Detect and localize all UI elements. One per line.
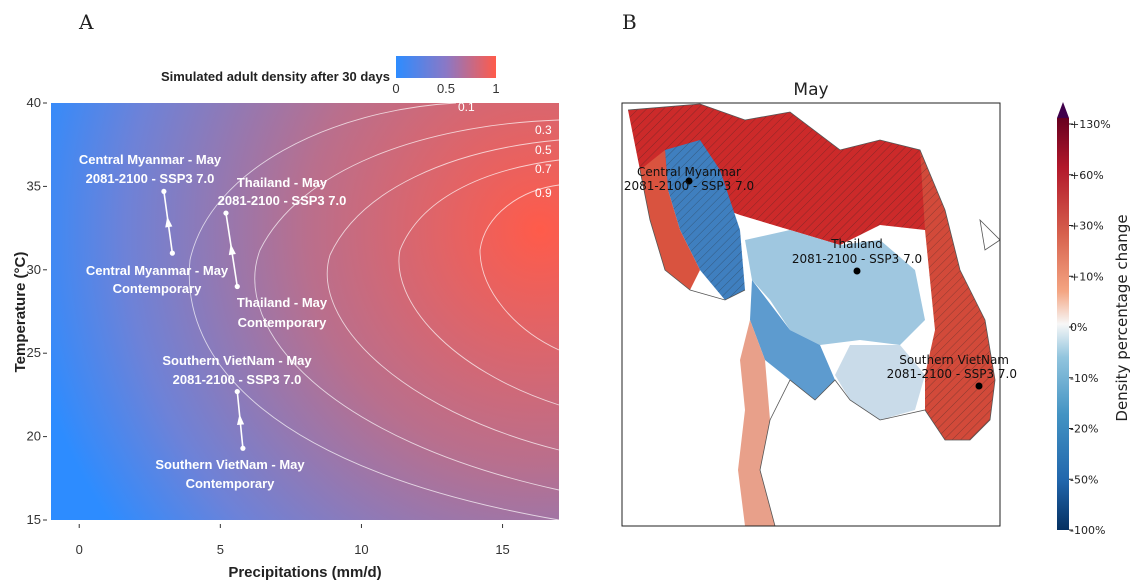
site-label-thailand-period: 2081-2100 - SSP3 7.0 — [792, 252, 922, 266]
annotation-thailand-future-period: 2081-2100 - SSP3 7.0 — [218, 193, 347, 208]
panel-b-map-title: May — [793, 80, 828, 100]
map-hatch-central-myanmar — [665, 140, 745, 300]
annotation-southern-vietnam-contemporary: Southern VietNam - May — [155, 457, 305, 472]
panel-a-letter: A — [78, 10, 94, 34]
panel-a-colorbar-tick: 0.5 — [437, 81, 455, 96]
trajectory-point-future — [234, 388, 240, 395]
site-label-central-myanmar-period: 2081-2100 - SSP3 7.0 — [624, 179, 754, 193]
x-tick-label: 10 — [354, 542, 368, 557]
site-label-southern-vietnam: Southern VietNam — [899, 353, 1009, 367]
panel-a-x-axis-title: Precipitations (mm/d) — [228, 564, 381, 580]
colorbar-b-tick-label: +130% — [1070, 118, 1111, 131]
panel-a-y-axis-title: Temperature (°C) — [12, 252, 29, 373]
site-marker-central-myanmar — [685, 177, 693, 185]
y-tick-label: 15 — [27, 512, 41, 527]
colorbar-b-tick-label: +10% — [1070, 270, 1104, 283]
site-marker-southern-vietnam — [975, 382, 983, 390]
panel-a-annotations: Central Myanmar - May 2081-2100 - SSP3 7… — [79, 152, 346, 491]
y-tick-label: 20 — [27, 429, 41, 444]
trajectory-point-future — [161, 188, 167, 195]
annotation-thailand-contemporary-period: Contemporary — [238, 315, 328, 330]
trajectory-point-future — [223, 210, 229, 216]
annotation-thailand-contemporary: Thailand - May — [237, 295, 328, 310]
map-region-cambodia — [835, 345, 925, 420]
y-tick-label: 35 — [27, 178, 41, 193]
panel-a-colorbar-title: Simulated adult density after 30 days — [161, 69, 390, 84]
panel-a-y-ticks: 15 20 25 30 35 40 — [27, 95, 47, 527]
trajectory-point-contemporary — [240, 445, 246, 451]
y-tick-label: 40 — [27, 95, 41, 110]
colorbar-extend-arrow — [1057, 102, 1069, 118]
colorbar-b-tick-label: -10% — [1070, 372, 1098, 385]
contour-label: 0.7 — [535, 162, 552, 176]
panel-b-colorbar-bar — [1057, 118, 1069, 530]
annotation-southern-vietnam-contemporary-period: Contemporary — [186, 476, 276, 491]
trajectory-point-contemporary — [234, 283, 240, 290]
annotation-southern-vietnam-future: Southern VietNam - May — [162, 353, 312, 368]
contour-label: 0.3 — [535, 123, 552, 137]
colorbar-b-tick-label: +60% — [1070, 169, 1104, 182]
trajectory-point-contemporary — [169, 250, 175, 256]
trajectory-arrow — [165, 216, 173, 228]
panel-a-trajectories — [161, 188, 246, 451]
panel-a-x-ticks: 0 5 10 15 — [76, 524, 510, 557]
map-region-thailand — [745, 230, 925, 345]
panel-b-map: Central Myanmar 2081-2100 - SSP3 7.0 Tha… — [621, 102, 1017, 527]
panel-b-letter: B — [622, 10, 637, 34]
trajectory-arrow — [236, 413, 245, 426]
contour-label: 0.1 — [458, 100, 475, 114]
colorbar-b-tick-label: -100% — [1070, 524, 1105, 537]
panel-a-colorbar-tick: 1 — [492, 81, 499, 96]
annotation-southern-vietnam-future-period: 2081-2100 - SSP3 7.0 — [173, 372, 302, 387]
map-borders — [627, 103, 1000, 526]
x-tick-label: 0 — [76, 542, 83, 557]
map-region-peninsula — [738, 320, 775, 526]
colorbar-b-tick-label: 0% — [1070, 321, 1087, 334]
colorbar-b-tick-label: +30% — [1070, 220, 1104, 233]
contour-line-0.3 — [254, 119, 560, 491]
annotation-central-myanmar-contemporary-period: Contemporary — [113, 281, 203, 296]
contour-label: 0.5 — [535, 143, 552, 157]
panel-b-colorbar: +130% +60% +30% +10% 0% -10% -20% -50% -100% Den… — [1057, 102, 1131, 537]
map-region-myanmar-west — [640, 150, 700, 290]
contour-line-0.5 — [326, 139, 560, 451]
x-tick-label: 5 — [217, 542, 224, 557]
trajectory-arrow — [228, 243, 236, 256]
colorbar-b-tick-label: -20% — [1070, 423, 1098, 436]
site-marker-thailand — [853, 267, 861, 275]
panel-a-colorbar-bar — [396, 56, 496, 78]
annotation-central-myanmar-future: Central Myanmar - May — [79, 152, 222, 167]
site-label-thailand: Thailand — [830, 237, 883, 251]
map-hatch-vietnam — [920, 150, 995, 440]
annotation-thailand-future: Thailand - May — [237, 175, 328, 190]
site-label-southern-vietnam-period: 2081-2100 - SSP3 7.0 — [887, 367, 1017, 381]
map-frame — [621, 102, 1001, 527]
annotation-central-myanmar-contemporary: Central Myanmar - May — [86, 263, 229, 278]
contour-line-0.1 — [188, 102, 560, 521]
colorbar-b-tick-label: -50% — [1070, 473, 1098, 486]
panel-b-colorbar-title: Density percentage change — [1113, 214, 1131, 421]
panel-a-colorbar-tick: 0 — [392, 81, 399, 96]
x-tick-label: 15 — [495, 542, 509, 557]
map-hatch-north — [628, 104, 945, 245]
y-tick-label: 25 — [27, 345, 41, 360]
site-label-central-myanmar: Central Myanmar — [637, 165, 741, 179]
contour-line-0.9 — [479, 184, 560, 351]
map-region-thailand-south — [750, 280, 835, 400]
panel-a-heatmap — [51, 103, 559, 520]
contour-label: 0.9 — [535, 186, 552, 200]
contour-line-0.7 — [398, 159, 560, 406]
y-tick-label: 30 — [27, 262, 41, 277]
annotation-central-myanmar-future-period: 2081-2100 - SSP3 7.0 — [86, 171, 215, 186]
panel-a-contours — [188, 102, 560, 521]
panel-a-contour-labels: 0.1 0.3 0.5 0.7 0.9 — [458, 100, 552, 200]
panel-a-colorbar: Simulated adult density after 30 days 0 … — [161, 56, 500, 96]
